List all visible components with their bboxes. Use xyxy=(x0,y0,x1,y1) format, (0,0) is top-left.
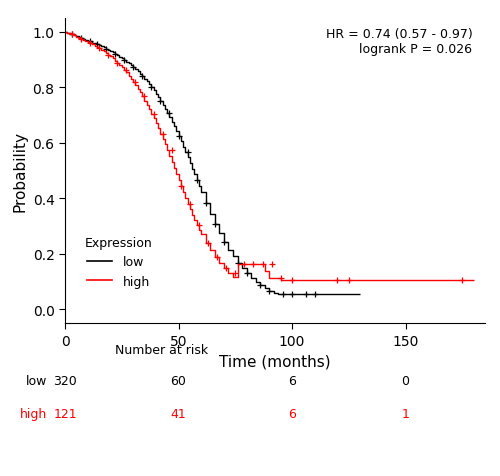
Text: 1: 1 xyxy=(402,407,409,421)
Text: high: high xyxy=(20,407,47,421)
Text: 41: 41 xyxy=(170,407,186,421)
Legend: low, high: low, high xyxy=(80,232,158,293)
Text: HR = 0.74 (0.57 - 0.97)
logrank P = 0.026: HR = 0.74 (0.57 - 0.97) logrank P = 0.02… xyxy=(326,28,472,56)
Text: 6: 6 xyxy=(288,407,296,421)
Text: 0: 0 xyxy=(402,374,409,387)
Y-axis label: Probability: Probability xyxy=(12,131,27,212)
Text: 60: 60 xyxy=(170,374,186,387)
Text: low: low xyxy=(26,374,47,387)
Text: 320: 320 xyxy=(53,374,77,387)
Text: 121: 121 xyxy=(53,407,77,421)
Text: 6: 6 xyxy=(288,374,296,387)
X-axis label: Time (months): Time (months) xyxy=(219,354,331,368)
Text: Number at risk: Number at risk xyxy=(115,343,208,357)
